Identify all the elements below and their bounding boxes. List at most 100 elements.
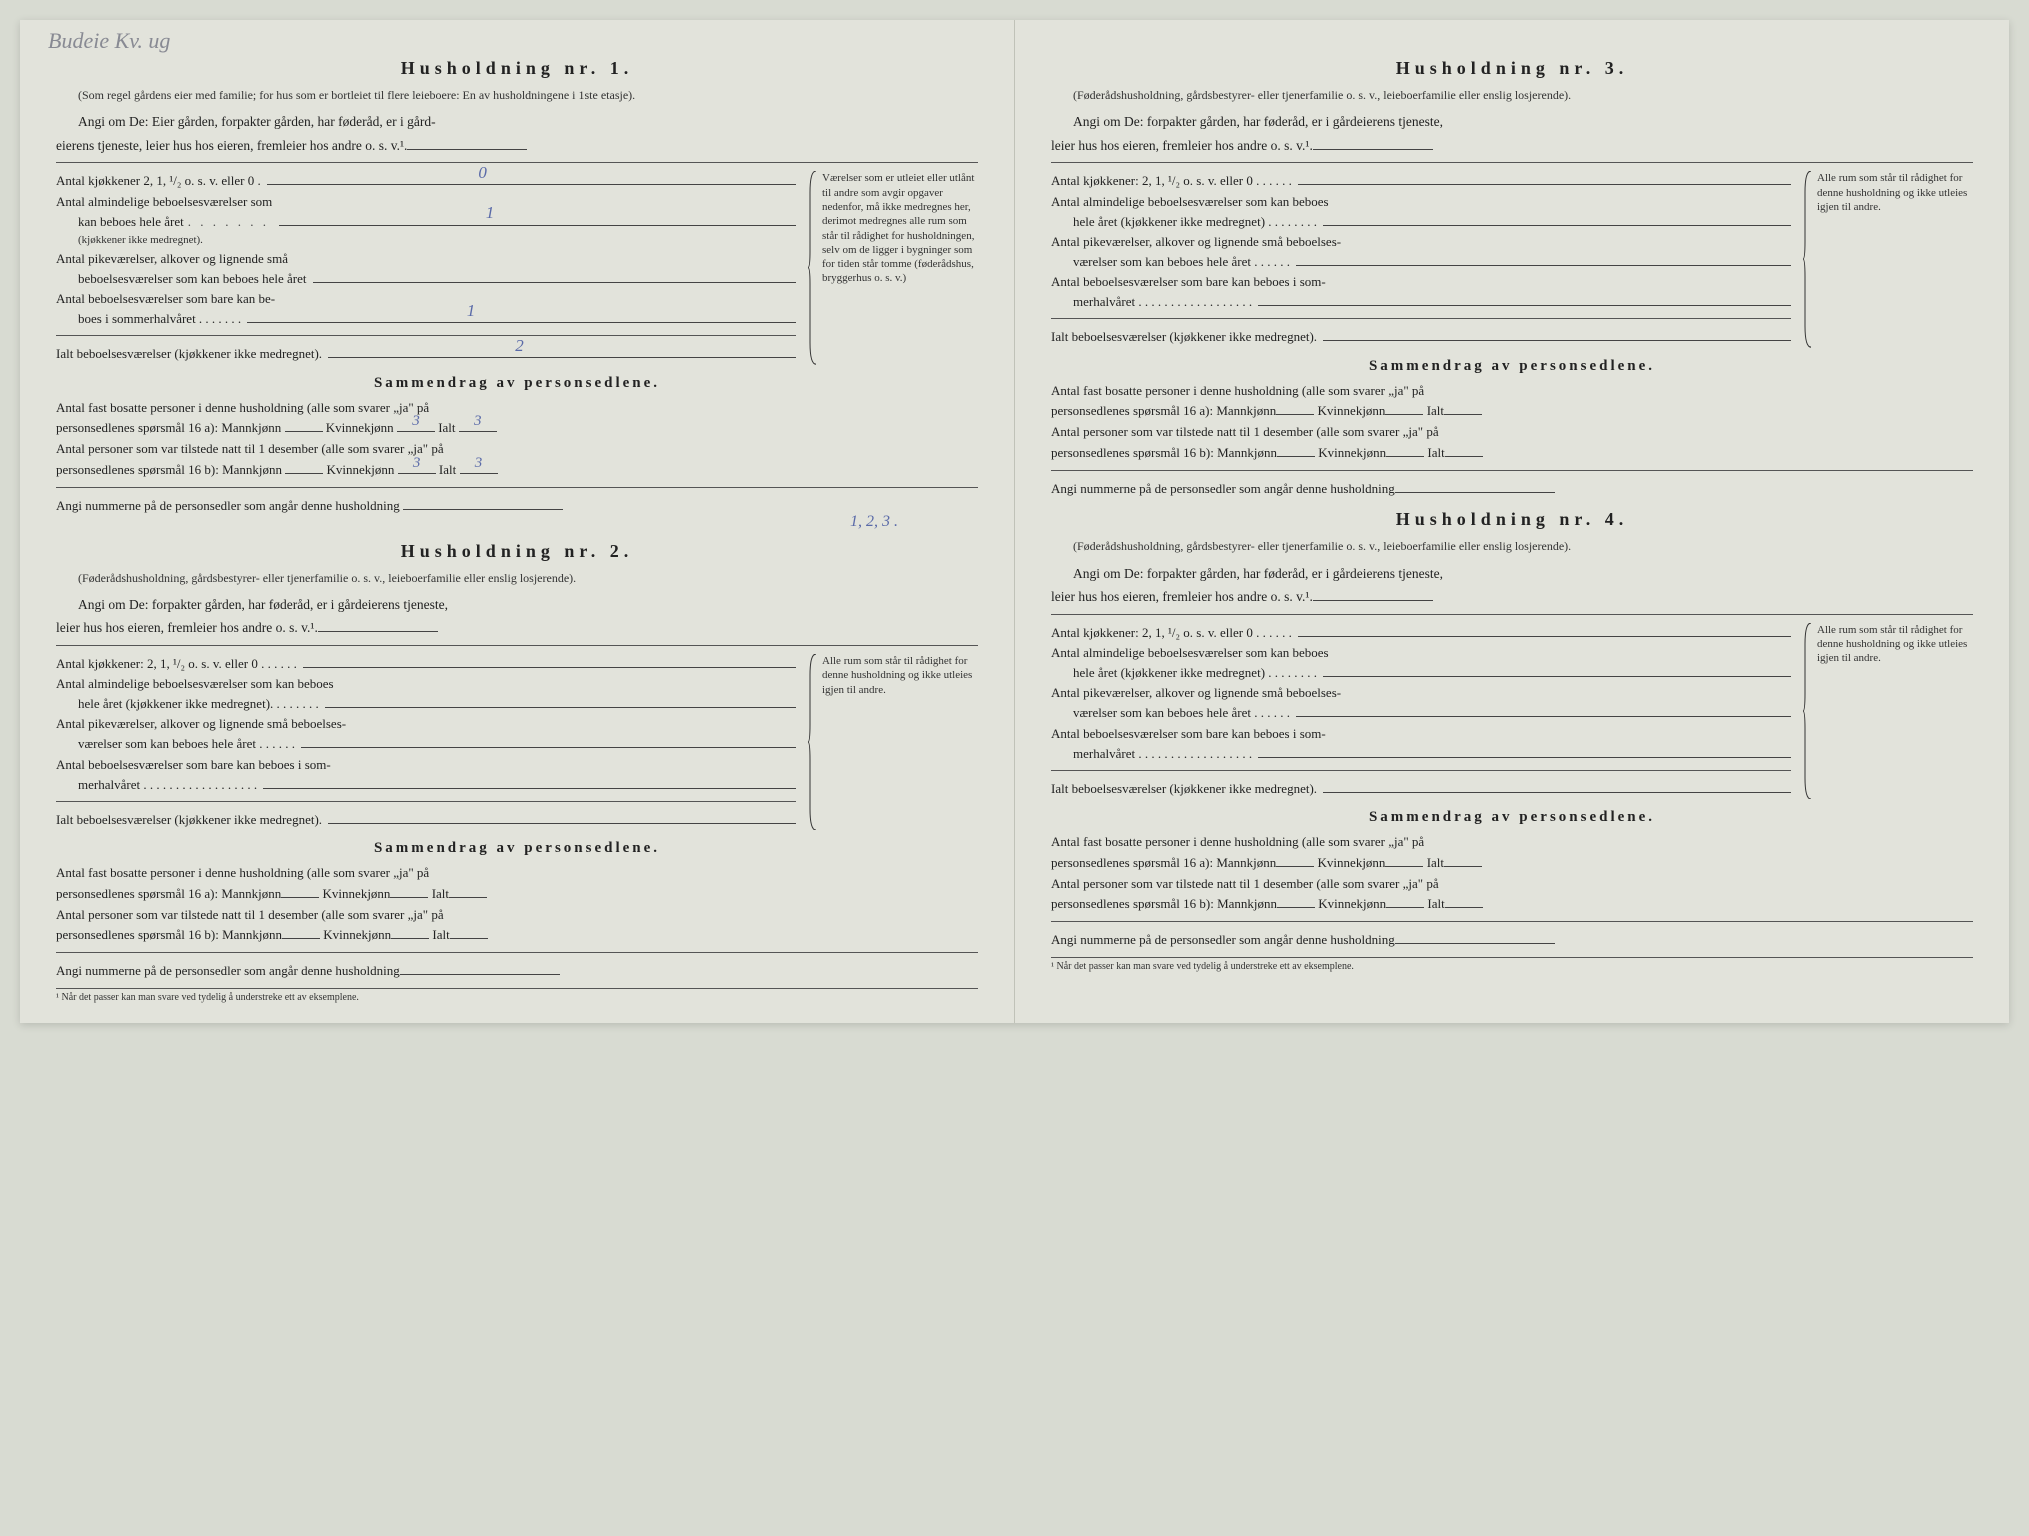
alm-1-l2: kan beboes hele året . . . . . . . 1 <box>56 212 796 232</box>
footnote-right: ¹ Når det passer kan man svare ved tydel… <box>1051 957 1973 972</box>
section-title-2: Husholdning nr. 2. <box>56 541 978 562</box>
separator <box>1051 162 1973 163</box>
kjokkener-3: Antal kjøkkener: 2, 1, ¹/₂ o. s. v. elle… <box>1051 171 1791 191</box>
angi-3-l2: leier hus hos eieren, fremleier hos andr… <box>1051 135 1973 157</box>
brace-icon <box>808 654 818 830</box>
fs-4-l1: Antal fast bosatte personer i denne hush… <box>1051 832 1973 853</box>
footnote-left: ¹ Når det passer kan man svare ved tydel… <box>56 988 978 1003</box>
ts-3-l1: Antal personer som var tilstede natt til… <box>1051 422 1973 443</box>
angi-2-l2: leier hus hos eieren, fremleier hos andr… <box>56 617 978 639</box>
fs-2-l1: Antal fast bosatte personer i denne hush… <box>56 863 978 884</box>
ialt-3: Ialt beboelsesværelser (kjøkkener ikke m… <box>1051 327 1791 347</box>
kjokkener-2: Antal kjøkkener: 2, 1, ¹/₂ o. s. v. elle… <box>56 654 796 674</box>
ts-2-l2: personsedlenes spørsmål 16 b): Mannkjønn… <box>56 925 978 946</box>
rooms-block-3: Antal kjøkkener: 2, 1, ¹/₂ o. s. v. elle… <box>1051 171 1973 347</box>
rooms-block-2: Antal kjøkkener: 2, 1, ¹/₂ o. s. v. elle… <box>56 654 978 830</box>
fs-4-l2: personsedlenes spørsmål 16 a): Mannkjønn… <box>1051 853 1973 874</box>
num-3: Angi nummerne på de personsedler som ang… <box>1051 479 1973 500</box>
separator <box>56 801 796 802</box>
separator <box>1051 921 1973 922</box>
angi-3-l1: Angi om De: forpakter gården, har føderå… <box>1051 111 1973 133</box>
left-page: Budeie Kv. ug Husholdning nr. 1. (Som re… <box>20 20 1015 1023</box>
rooms-block-4: Antal kjøkkener: 2, 1, ¹/₂ o. s. v. elle… <box>1051 623 1973 799</box>
sommer-1-l2: boes i sommerhalvåret . . . . . . . 1 <box>56 309 796 329</box>
alm-4-l2: hele året (kjøkkener ikke medregnet) . .… <box>1051 663 1791 683</box>
separator <box>56 162 978 163</box>
sommer-4-l1: Antal beboelsesværelser som bare kan beb… <box>1051 724 1791 744</box>
sommer-1-l1: Antal beboelsesværelser som bare kan be- <box>56 289 796 309</box>
separator <box>56 645 978 646</box>
sommer-4-l2: merhalvåret . . . . . . . . . . . . . . … <box>1051 744 1791 764</box>
brace-icon <box>808 171 818 364</box>
fs-3-l2: personsedlenes spørsmål 16 a): Mannkjønn… <box>1051 401 1973 422</box>
angi-4-l2: leier hus hos eieren, fremleier hos andr… <box>1051 586 1973 608</box>
sammendrag-title-4: Sammendrag av personsedlene. <box>1051 809 1973 826</box>
section-title-4: Husholdning nr. 4. <box>1051 509 1973 530</box>
brace-icon <box>1803 171 1813 347</box>
fs-2-l2: personsedlenes spørsmål 16 a): Mannkjønn… <box>56 884 978 905</box>
brace-note-1: Værelser som er utleiet eller utlånt til… <box>808 171 978 364</box>
subtitle-4: (Føderådshusholdning, gårdsbestyrer- ell… <box>1051 538 1973 554</box>
right-page: Husholdning nr. 3. (Føderådshusholdning,… <box>1015 20 2009 1023</box>
brace-note-3: Alle rum som står til rådighet for denne… <box>1803 171 1973 347</box>
alm-2-l2: hele året (kjøkkener ikke medregnet). . … <box>56 694 796 714</box>
alm-note-1: (kjøkkener ikke medregnet). <box>56 232 796 249</box>
ialt-4: Ialt beboelsesværelser (kjøkkener ikke m… <box>1051 779 1791 799</box>
ts-2-l1: Antal personer som var tilstede natt til… <box>56 905 978 926</box>
ialt-2: Ialt beboelsesværelser (kjøkkener ikke m… <box>56 810 796 830</box>
pike-3-l1: Antal pikeværelser, alkover og lignende … <box>1051 232 1791 252</box>
separator <box>1051 470 1973 471</box>
alm-4-l1: Antal almindelige beboelsesværelser som … <box>1051 643 1791 663</box>
subtitle-3: (Føderådshusholdning, gårdsbestyrer- ell… <box>1051 87 1973 103</box>
ts-1-l2: personsedlenes spørsmål 16 b): Mannkjønn… <box>56 460 978 481</box>
angi-1-l1: Angi om De: Eier gården, forpakter gårde… <box>56 111 978 133</box>
num-2: Angi nummerne på de personsedler som ang… <box>56 961 978 982</box>
angi-2-l1: Angi om De: forpakter gården, har føderå… <box>56 594 978 616</box>
sommer-2-l1: Antal beboelsesværelser som bare kan beb… <box>56 755 796 775</box>
separator <box>56 487 978 488</box>
subtitle-2: (Føderådshusholdning, gårdsbestyrer- ell… <box>56 570 978 586</box>
brace-note-4: Alle rum som står til rådighet for denne… <box>1803 623 1973 799</box>
document-spread: Budeie Kv. ug Husholdning nr. 1. (Som re… <box>20 20 2009 1023</box>
sommer-3-l1: Antal beboelsesværelser som bare kan beb… <box>1051 272 1791 292</box>
ts-1-l1: Antal personer som var tilstede natt til… <box>56 439 978 460</box>
separator <box>1051 318 1791 319</box>
brace-icon <box>1803 623 1813 799</box>
pike-1-l1: Antal pikeværelser, alkover og lignende … <box>56 249 796 269</box>
brace-note-2: Alle rum som står til rådighet for denne… <box>808 654 978 830</box>
alm-3-l2: hele året (kjøkkener ikke medregnet) . .… <box>1051 212 1791 232</box>
handwritten-annotation: Budeie Kv. ug <box>48 28 170 54</box>
separator <box>1051 614 1973 615</box>
fs-1-l1: Antal fast bosatte personer i denne hush… <box>56 398 978 419</box>
alm-3-l1: Antal almindelige beboelsesværelser som … <box>1051 192 1791 212</box>
section-title-3: Husholdning nr. 3. <box>1051 58 1973 79</box>
ts-3-l2: personsedlenes spørsmål 16 b): Mannkjønn… <box>1051 443 1973 464</box>
ts-4-l1: Antal personer som var tilstede natt til… <box>1051 874 1973 895</box>
ialt-1: Ialt beboelsesværelser (kjøkkener ikke m… <box>56 344 796 364</box>
kjokkener-4: Antal kjøkkener: 2, 1, ¹/₂ o. s. v. elle… <box>1051 623 1791 643</box>
sammendrag-title-2: Sammendrag av personsedlene. <box>56 840 978 857</box>
sommer-3-l2: merhalvåret . . . . . . . . . . . . . . … <box>1051 292 1791 312</box>
rooms-block-1: Antal kjøkkener 2, 1, ¹/₂ o. s. v. eller… <box>56 171 978 364</box>
num-4: Angi nummerne på de personsedler som ang… <box>1051 930 1973 951</box>
section-title-1: Husholdning nr. 1. <box>56 58 978 79</box>
pike-3-l2: værelser som kan beboes hele året . . . … <box>1051 252 1791 272</box>
fs-1-l2: personsedlenes spørsmål 16 a): Mannkjønn… <box>56 418 978 439</box>
fs-3-l1: Antal fast bosatte personer i denne hush… <box>1051 381 1973 402</box>
kjokkener-1: Antal kjøkkener 2, 1, ¹/₂ o. s. v. eller… <box>56 171 796 191</box>
alm-1-l1: Antal almindelige beboelsesværelser som <box>56 192 796 212</box>
ts-4-l2: personsedlenes spørsmål 16 b): Mannkjønn… <box>1051 894 1973 915</box>
alm-2-l1: Antal almindelige beboelsesværelser som … <box>56 674 796 694</box>
pike-4-l1: Antal pikeværelser, alkover og lignende … <box>1051 683 1791 703</box>
angi-1-l2: eierens tjeneste, leier hus hos eieren, … <box>56 135 978 157</box>
sammendrag-title-1: Sammendrag av personsedlene. <box>56 375 978 392</box>
pike-2-l1: Antal pikeværelser, alkover og lignende … <box>56 714 796 734</box>
subtitle-1: (Som regel gårdens eier med familie; for… <box>56 87 978 103</box>
sammendrag-title-3: Sammendrag av personsedlene. <box>1051 358 1973 375</box>
pike-2-l2: værelser som kan beboes hele året . . . … <box>56 734 796 754</box>
separator <box>56 952 978 953</box>
sommer-2-l2: merhalvåret . . . . . . . . . . . . . . … <box>56 775 796 795</box>
angi-4-l1: Angi om De: forpakter gården, har føderå… <box>1051 563 1973 585</box>
pike-4-l2: værelser som kan beboes hele året . . . … <box>1051 703 1791 723</box>
pike-1-l2: beboelsesværelser som kan beboes hele år… <box>56 269 796 289</box>
